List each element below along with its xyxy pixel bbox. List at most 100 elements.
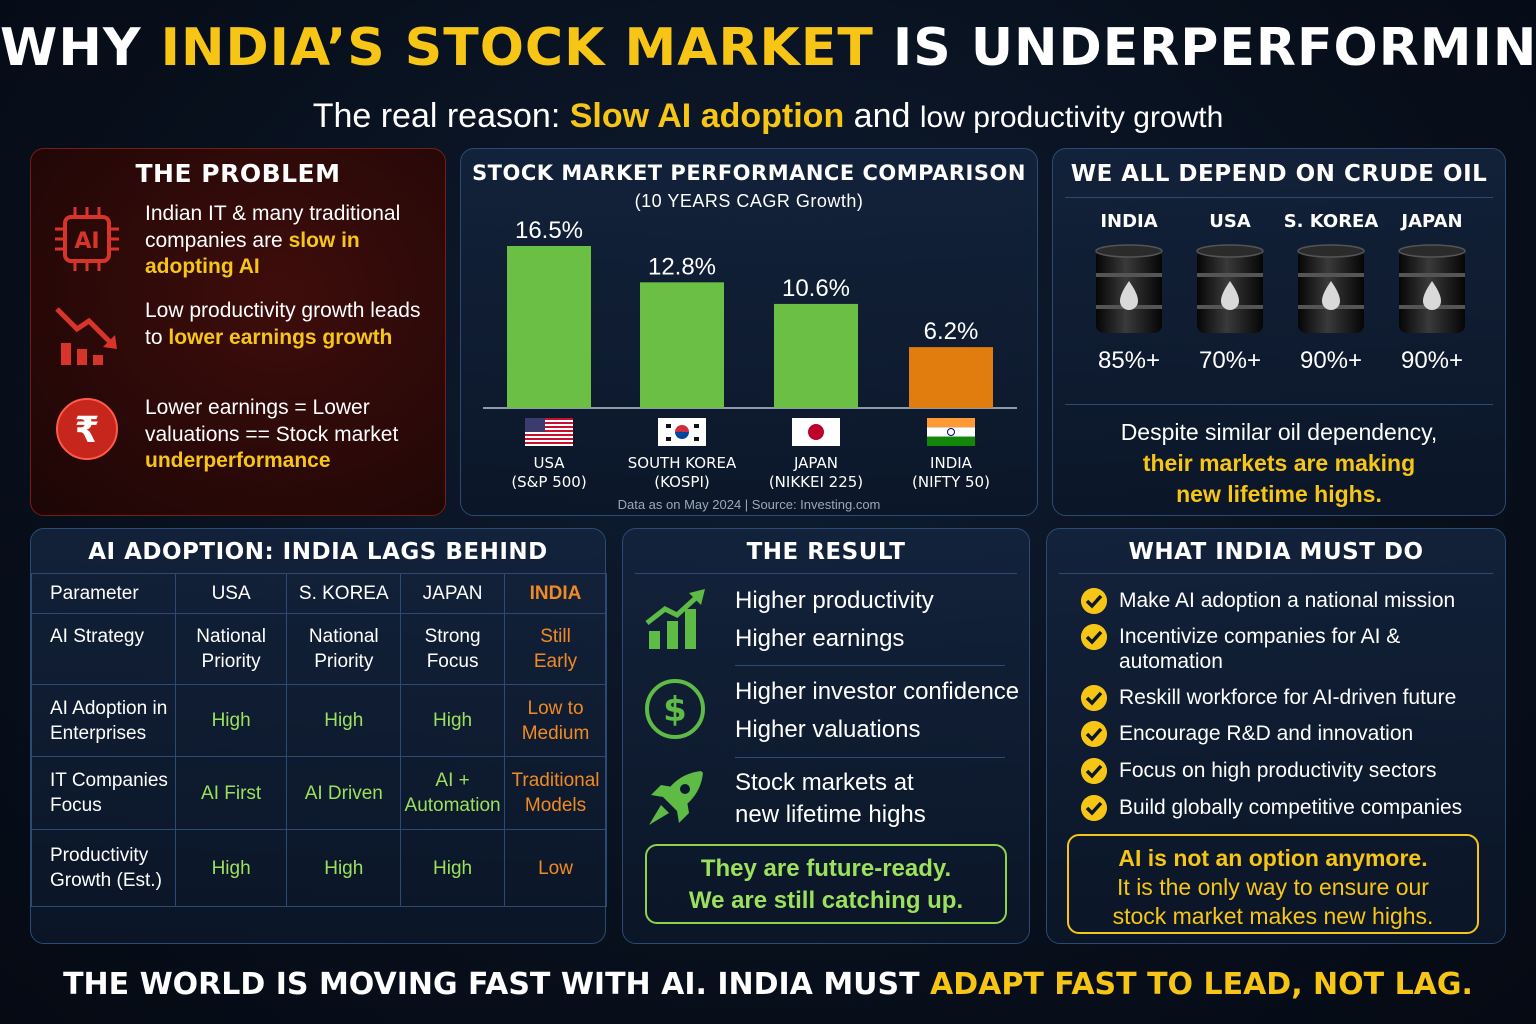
cell-line: Strong	[424, 626, 481, 647]
checkmark-icon	[1081, 685, 1107, 711]
bar-india	[909, 347, 993, 408]
oil-country-japan: JAPAN 90%+	[1382, 211, 1482, 375]
flag-stripe	[525, 434, 573, 436]
oil-title-divider	[1065, 197, 1493, 198]
flag-trigram	[666, 437, 671, 441]
cell-line: Traditional	[511, 770, 600, 791]
callout-line: It is the only way to ensure our	[1117, 874, 1429, 900]
column-header: Parameter	[31, 573, 176, 614]
ai-adoption-panel: AI ADOPTION: INDIA LAGS BEHIND Parameter…	[30, 528, 607, 944]
result-divider	[735, 757, 1005, 758]
svg-text:AI: AI	[74, 229, 99, 254]
bar-value-label: 10.6%	[782, 275, 850, 302]
flag-sun	[808, 424, 824, 440]
bar-south-korea	[640, 282, 724, 408]
subtitle-text: The real reason:	[312, 97, 570, 135]
must-do-panel: WHAT INDIA MUST DO Make AI adoption a na…	[1046, 528, 1506, 944]
oil-note-highlight: their markets are making	[1142, 450, 1416, 476]
table-cell: National Priority	[174, 613, 288, 685]
result-divider	[735, 665, 1005, 666]
problem-text: Indian IT & many traditional companies a…	[145, 202, 401, 252]
problem-item-ai: Indian IT & many traditional companies a…	[145, 201, 435, 281]
problem-item-productivity: Low productivity growth leads to lower e…	[145, 298, 435, 351]
cell-line: AI Adoption in	[50, 697, 168, 719]
table-cell: High	[286, 684, 402, 757]
table-header-row: Parameter USA S. KOREA JAPAN INDIA	[31, 573, 607, 614]
oil-title: WE ALL DEPEND ON CRUDE OIL	[1070, 161, 1488, 187]
result-item-productivity: Higher productivity Higher earnings	[735, 582, 934, 658]
result-item-confidence: Higher investor confidence Higher valuat…	[735, 673, 1019, 749]
x-tick-sublabel: (NIFTY 50)	[912, 473, 990, 491]
oil-percentage: 90%+	[1400, 347, 1464, 374]
table-cell: High	[400, 829, 506, 907]
india-flag-icon	[927, 418, 975, 428]
ai-chip-icon: AI	[55, 207, 119, 271]
dollar-icon: $	[645, 679, 705, 739]
result-line: Higher earnings	[735, 625, 905, 652]
ai-adoption-table: Parameter USA S. KOREA JAPAN INDIA AI St…	[31, 573, 607, 907]
callout-line: stock market makes new highs.	[1112, 903, 1434, 929]
table-cell: National Priority	[286, 613, 402, 685]
subtitle-end: low productivity growth	[919, 101, 1224, 134]
table-cell-india: Traditional Models	[504, 756, 607, 830]
growth-chart-icon	[645, 589, 705, 649]
bar-chart: 16.5% USA(S&P 500) 12.8% SOUTH KOREA(KOSPI)…	[483, 217, 1017, 491]
result-title-divider	[635, 573, 1017, 574]
bar-value-label: 6.2%	[924, 318, 979, 345]
declining-chart-icon	[55, 307, 117, 365]
table-cell-param: IT Companies Focus	[31, 756, 176, 830]
table-row: AI Strategy National Priority National Pri…	[31, 613, 607, 685]
table-cell-india: Low	[504, 829, 607, 907]
cell-line: Early	[533, 651, 578, 672]
problem-highlight: lower earnings growth	[168, 325, 393, 349]
must-do-line: automation	[1119, 650, 1223, 673]
footer-text: THE WORLD IS MOVING FAST WITH AI. INDIA …	[63, 967, 931, 1002]
callout-line: We are still catching up.	[688, 887, 964, 914]
oil-barrel-icon	[1095, 244, 1163, 333]
footer-tagline: THE WORLD IS MOVING FAST WITH AI. INDIA …	[0, 962, 1536, 1008]
result-panel: THE RESULT Higher productivity Higher ea…	[622, 528, 1030, 944]
x-tick-label: JAPAN	[793, 454, 838, 472]
column-header: USA	[174, 573, 288, 614]
must-do-text: Build globally competitive companies	[1119, 796, 1463, 819]
x-tick-sublabel: (KOSPI)	[654, 473, 710, 491]
table-cell: High	[400, 684, 506, 757]
country-name: USA	[1209, 211, 1251, 232]
table-row: AI Adoption in Enterprises High High High…	[31, 684, 607, 757]
result-title: THE RESULT	[746, 539, 906, 565]
must-do-text: Focus on high productivity sectors	[1119, 759, 1437, 782]
flag-stripe	[525, 438, 573, 440]
cell-line: Focus	[426, 651, 479, 672]
oil-percentage: 70%+	[1198, 347, 1262, 374]
flag-green-band	[927, 436, 975, 446]
cell-line: Focus	[50, 795, 102, 816]
oil-note: Despite similar oil dependency, their ma…	[1053, 417, 1505, 510]
oil-note-highlight: new lifetime highs.	[1176, 481, 1382, 507]
must-do-text: Reskill workforce for AI-driven future	[1119, 686, 1457, 709]
oil-country-s-korea: S. KOREA 90%+	[1281, 211, 1381, 375]
callout-line: AI is not an option anymore.	[1118, 845, 1428, 871]
page-title: WHY INDIA’S STOCK MARKET IS UNDERPERFORM…	[0, 16, 1536, 80]
must-do-callout: AI is not an option anymore. It is the o…	[1067, 834, 1479, 934]
oil-barrel-icon	[1297, 244, 1365, 333]
result-line: Higher productivity	[735, 587, 934, 614]
oil-country-usa: USA 70%+	[1180, 211, 1280, 375]
must-do-title: WHAT INDIA MUST DO	[1128, 539, 1424, 565]
checkmark-icon	[1081, 758, 1107, 784]
oil-percentage: 90%+	[1299, 347, 1363, 374]
flag-trigram	[694, 424, 699, 428]
cell-line: Automation	[404, 795, 501, 816]
table-cell-param: AI Strategy	[31, 613, 176, 685]
table-cell-param: Productivity Growth (Est.)	[31, 829, 176, 907]
ai-table-title: AI ADOPTION: INDIA LAGS BEHIND	[88, 539, 548, 565]
checkmark-icon	[1081, 721, 1107, 747]
bar-value-label: 12.8%	[648, 253, 716, 280]
cell-line: AI +	[435, 770, 470, 791]
flag-trigram	[666, 424, 671, 428]
result-line: Higher investor confidence	[735, 678, 1020, 705]
table-row: Productivity Growth (Est.) High High High…	[31, 829, 607, 907]
cell-line: Low to	[527, 697, 584, 719]
oil-divider	[1065, 404, 1493, 405]
cell-line: National	[308, 626, 379, 647]
svg-text:₹: ₹	[74, 410, 99, 451]
